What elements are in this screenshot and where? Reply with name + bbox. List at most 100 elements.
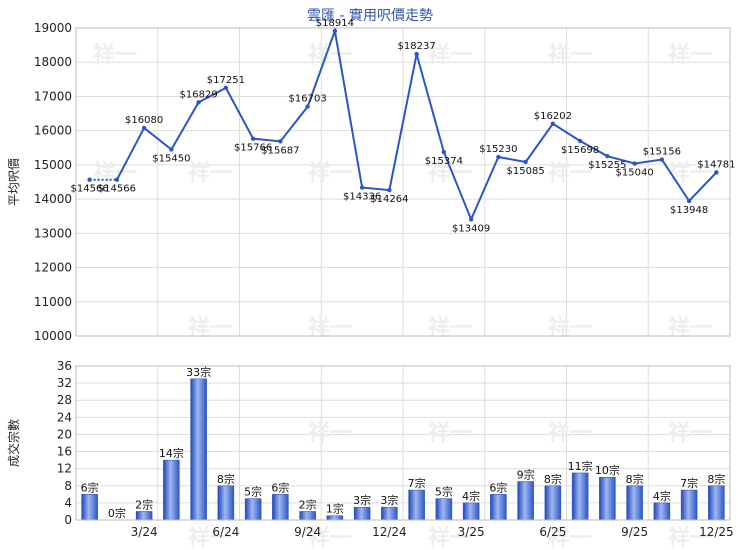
count-data-label: 10宗 xyxy=(595,463,620,477)
price-data-label: $15687 xyxy=(261,145,299,156)
count-bar xyxy=(490,494,507,521)
price-data-label: $13409 xyxy=(452,223,490,234)
price-data-label: $14781 xyxy=(697,159,735,170)
price-point xyxy=(332,28,338,34)
x-tick-label: 12/24 xyxy=(372,525,407,539)
count-bar xyxy=(81,494,98,521)
count-bar xyxy=(217,485,235,521)
count-y-tick-label: 36 xyxy=(57,359,72,373)
price-point xyxy=(686,198,692,204)
count-y-tick-label: 28 xyxy=(57,393,72,407)
price-data-label: $15230 xyxy=(479,144,517,155)
watermark: 祥一 xyxy=(93,160,137,186)
watermark: 祥一 xyxy=(668,420,712,446)
watermark: 祥一 xyxy=(308,315,352,341)
price-data-label: $16829 xyxy=(180,89,218,100)
price-point xyxy=(87,177,92,182)
price-y-axis-label: 平均呎價 xyxy=(7,158,21,206)
price-data-label: $15698 xyxy=(561,145,599,156)
price-data-label: $15450 xyxy=(152,153,190,164)
x-tick-label: 9/25 xyxy=(621,525,648,539)
price-point xyxy=(414,51,419,57)
watermark: 祥一 xyxy=(668,42,712,68)
price-data-label: $18237 xyxy=(398,41,436,52)
watermark: 祥一 xyxy=(308,420,352,446)
price-point xyxy=(714,170,719,175)
count-data-label: 9宗 xyxy=(517,468,535,482)
x-tick-label: 6/25 xyxy=(539,525,566,539)
count-data-label: 8宗 xyxy=(217,472,235,486)
count-bar xyxy=(353,506,371,521)
watermark: 祥一 xyxy=(188,160,232,186)
count-data-label: 5宗 xyxy=(435,485,453,499)
count-data-label: 6宗 xyxy=(81,480,99,494)
price-y-tick-label: 14000 xyxy=(34,192,72,206)
price-data-label: $16080 xyxy=(125,115,163,126)
watermark: 祥一 xyxy=(93,42,137,68)
price-gridlines xyxy=(76,27,731,337)
count-data-label: 8宗 xyxy=(707,472,725,486)
count-data-label: 6宗 xyxy=(489,480,507,494)
watermark: 祥一 xyxy=(188,525,232,550)
price-y-tick-label: 16000 xyxy=(34,124,72,138)
watermark: 祥一 xyxy=(428,525,472,550)
price-point xyxy=(523,159,528,165)
watermark: 祥一 xyxy=(668,525,712,550)
count-bar xyxy=(708,485,725,521)
price-y-ticks: 10000 11000 12000 13000 14000 15000 16000 17000… xyxy=(34,21,72,343)
count-data-label: 2宗 xyxy=(135,497,153,511)
count-data-label: 8宗 xyxy=(626,472,644,486)
count-data-label: 33宗 xyxy=(186,365,211,379)
price-data-label: $15766 xyxy=(234,143,272,154)
count-y-tick-label: 16 xyxy=(57,445,72,459)
count-bar xyxy=(626,485,643,521)
price-data-label: $14264 xyxy=(370,194,408,205)
price-data-label: $14566 xyxy=(98,184,136,195)
price-point xyxy=(305,104,310,109)
watermark: 祥一 xyxy=(548,420,592,446)
x-tick-label: 12/25 xyxy=(699,525,734,539)
price-point xyxy=(605,153,610,159)
count-data-label: 4宗 xyxy=(462,489,480,503)
count-y-tick-label: 0 xyxy=(64,513,72,527)
count-y-axis-label: 成交宗數 xyxy=(6,419,21,467)
price-data-label: $14336 xyxy=(343,192,381,203)
count-y-tick-label: 12 xyxy=(57,462,72,476)
count-bar xyxy=(435,498,453,521)
count-bar xyxy=(408,489,425,521)
count-y-tick-label: 32 xyxy=(57,376,72,390)
price-y-tick-label: 12000 xyxy=(34,261,72,275)
price-point xyxy=(250,136,256,141)
price-data-label: $15255 xyxy=(588,160,626,171)
price-y-tick-label: 18000 xyxy=(34,55,72,69)
count-y-tick-label: 20 xyxy=(57,427,72,441)
count-data-label: 7宗 xyxy=(408,476,426,490)
price-y-tick-label: 10000 xyxy=(34,329,72,343)
watermark: 祥一 xyxy=(428,420,472,446)
watermark: 祥一 xyxy=(668,315,712,341)
count-bar xyxy=(599,476,616,521)
price-point xyxy=(659,157,665,162)
price-data-label: $15085 xyxy=(507,166,545,177)
price-y-tick-label: 11000 xyxy=(34,295,72,309)
count-y-ticks: 0 4 8 12 16 20 24 28 32 36 xyxy=(57,359,72,527)
count-y-tick-label: 4 xyxy=(64,496,72,510)
price-data-label: $15040 xyxy=(616,168,654,179)
count-data-label: 8宗 xyxy=(544,472,562,486)
count-x-ticks: 3/24 6/24 9/24 12/24 3/25 6/25 9/25 12/25 xyxy=(131,525,734,539)
price-data-label: $15374 xyxy=(425,156,463,167)
count-data-label: 6宗 xyxy=(271,480,289,494)
chart-title: 雲匯 - 實用呎價走勢 xyxy=(307,7,433,24)
price-data-label: $17251 xyxy=(207,75,245,86)
price-point xyxy=(632,161,637,166)
price-data-label: $16202 xyxy=(534,111,572,122)
price-data-label: $13948 xyxy=(670,205,708,216)
watermark: 祥一 xyxy=(308,525,352,550)
count-bar xyxy=(517,481,534,521)
count-data-label: 3宗 xyxy=(380,493,398,507)
price-y-tick-label: 13000 xyxy=(34,226,72,240)
price-series: $14566$14566 $16080 $15450 $16829 $17251 $157… xyxy=(71,18,736,234)
price-point xyxy=(141,125,147,131)
watermark: 祥一 xyxy=(428,315,472,341)
count-bar xyxy=(299,511,316,521)
